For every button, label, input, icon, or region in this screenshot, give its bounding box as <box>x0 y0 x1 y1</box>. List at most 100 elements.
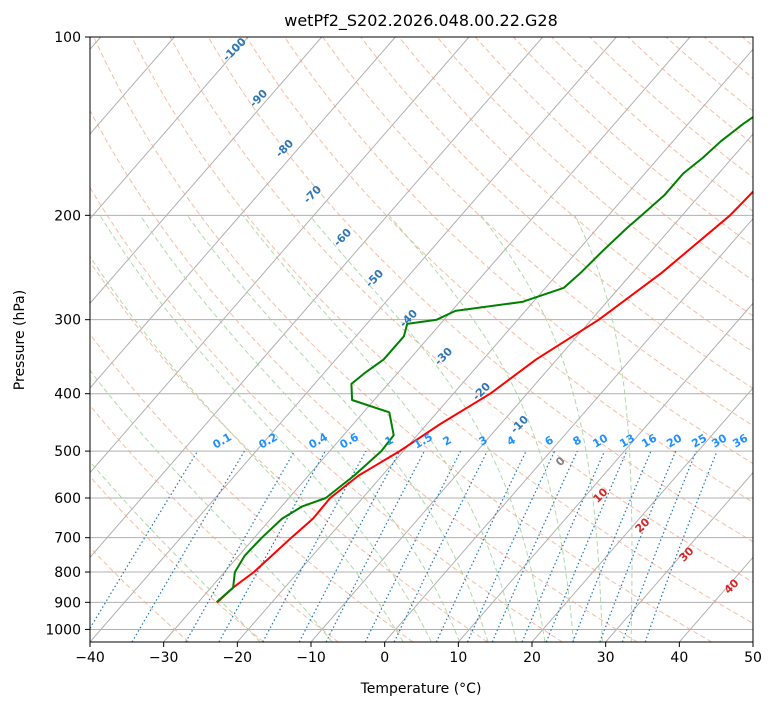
mixing-ratio-label: 13 <box>617 432 637 451</box>
mixing-ratio-line <box>644 450 718 642</box>
y-tick-label: 600 <box>54 491 81 507</box>
dry-adiabat <box>513 37 753 247</box>
y-axis-ticks: 100 200 300 400 500 600 700 800 900 1000 <box>45 30 90 638</box>
isotherm-line <box>163 37 691 642</box>
mixing-ratio-line <box>491 450 578 642</box>
mixing-ratio-line <box>572 450 652 642</box>
dry-adiabat <box>284 37 753 465</box>
dry-adiabat <box>90 475 264 642</box>
mixing-ratio-label: 0.6 <box>338 430 362 451</box>
mixing-ratio-label: 25 <box>689 432 709 451</box>
moist-adiabat <box>90 369 333 642</box>
dry-adiabat <box>360 37 753 390</box>
y-tick-label: 900 <box>54 595 81 611</box>
moist-adiabat <box>186 215 489 642</box>
x-axis-label: Temperature (°C) <box>360 681 482 697</box>
dry-adiabat <box>131 37 753 624</box>
isotherm-line <box>531 387 753 642</box>
isotherm-line <box>384 217 753 642</box>
y-tick-label: 100 <box>54 30 81 46</box>
dry-adiabat <box>551 37 753 212</box>
mixing-ratio-line <box>599 450 677 642</box>
dry-adiabat <box>90 109 638 642</box>
moist-adiabat-label: 40 <box>722 576 742 596</box>
moist-adiabat <box>139 215 461 642</box>
x-tick-label: −10 <box>296 650 326 666</box>
mixing-ratio-label: 0.4 <box>307 430 331 451</box>
x-tick-label: 10 <box>449 650 467 666</box>
isotherm-line <box>90 37 544 559</box>
dry-adiabat <box>90 333 414 642</box>
mixing-ratio-label: 2 <box>441 433 454 448</box>
isotherm-line <box>90 37 617 642</box>
dry-adiabat-label: -40 <box>397 307 420 330</box>
plot-frame <box>89 36 754 643</box>
mixing-ratio-label: 36 <box>730 431 750 450</box>
y-tick-label: 200 <box>54 208 81 224</box>
moist-adiabat <box>309 214 546 642</box>
data-lines <box>215 115 753 604</box>
isotherm-line <box>90 37 396 389</box>
mixing-ratio-label: 0.1 <box>211 430 234 451</box>
x-tick-label: 20 <box>523 650 541 666</box>
dry-adiabat <box>90 260 488 642</box>
moist-adiabat <box>90 255 404 642</box>
y-tick-label: 300 <box>54 313 81 329</box>
x-axis-ticks: −40 −30 −20 −10 0 10 20 30 40 50 <box>75 642 762 666</box>
moist-adiabat <box>242 214 517 642</box>
y-tick-label: 1000 <box>45 622 81 638</box>
isotherm-line <box>752 641 753 642</box>
y-tick-label: 800 <box>54 565 81 581</box>
moist-adiabat <box>388 214 575 642</box>
x-tick-label: −30 <box>149 650 179 666</box>
isotherm-line <box>90 37 323 305</box>
dewpoint-profile-line <box>215 115 753 604</box>
dry-adiabat-label: -90 <box>247 87 270 110</box>
mixing-ratio-line <box>298 450 401 642</box>
mixing-ratio-line <box>545 450 628 642</box>
x-tick-label: 40 <box>670 650 688 666</box>
dry-adiabat <box>169 37 753 583</box>
background-lines <box>90 37 753 642</box>
dry-adiabat <box>245 37 753 503</box>
dry-adiabat-label: -10 <box>508 413 531 436</box>
mixing-ratio-line <box>435 450 527 642</box>
isotherm-line <box>457 302 753 642</box>
moist-adiabat <box>90 460 261 642</box>
isotherm-line <box>605 471 753 642</box>
y-axis-label: Pressure (hPa) <box>12 290 28 390</box>
dry-adiabat-label: -60 <box>331 226 354 249</box>
isotherm-line <box>90 37 249 220</box>
dry-adiabat-label: -80 <box>273 137 296 160</box>
dry-adiabat <box>93 37 712 642</box>
x-tick-label: 50 <box>744 650 762 666</box>
dry-adiabat-label: -20 <box>470 380 493 403</box>
y-tick-label: 700 <box>54 531 81 547</box>
mixing-ratio-line <box>521 450 606 642</box>
isotherm-line <box>310 133 753 642</box>
mixing-ratio-label: 1.5 <box>412 430 435 451</box>
dry-adiabat <box>322 37 753 427</box>
mixing-ratio-label: 10 <box>590 431 610 450</box>
mixing-ratio-label: 16 <box>639 431 659 450</box>
chart-title: wetPf2_S202.2026.048.00.22.G28 <box>284 11 558 31</box>
x-tick-label: 0 <box>380 650 389 666</box>
x-tick-label: −20 <box>223 650 253 666</box>
dry-adiabat <box>90 186 563 642</box>
dry-adiabat <box>90 404 339 642</box>
x-tick-label: −40 <box>75 650 105 666</box>
dry-adiabat <box>742 37 753 47</box>
isotherm-line <box>90 37 470 474</box>
temperature-profile-line <box>216 190 753 604</box>
mixing-ratio-line <box>364 450 462 642</box>
mixing-ratio-label: 8 <box>571 433 584 448</box>
isotherm-line <box>236 48 753 642</box>
dry-adiabat-label: -100 <box>220 35 249 64</box>
dry-adiabat-label: -30 <box>432 345 455 368</box>
dry-adiabat-label: -70 <box>301 183 324 206</box>
dry-adiabat <box>436 37 753 317</box>
y-tick-label: 500 <box>54 444 81 460</box>
dry-adiabat-label: -50 <box>363 267 386 290</box>
dry-adiabat <box>398 37 753 353</box>
